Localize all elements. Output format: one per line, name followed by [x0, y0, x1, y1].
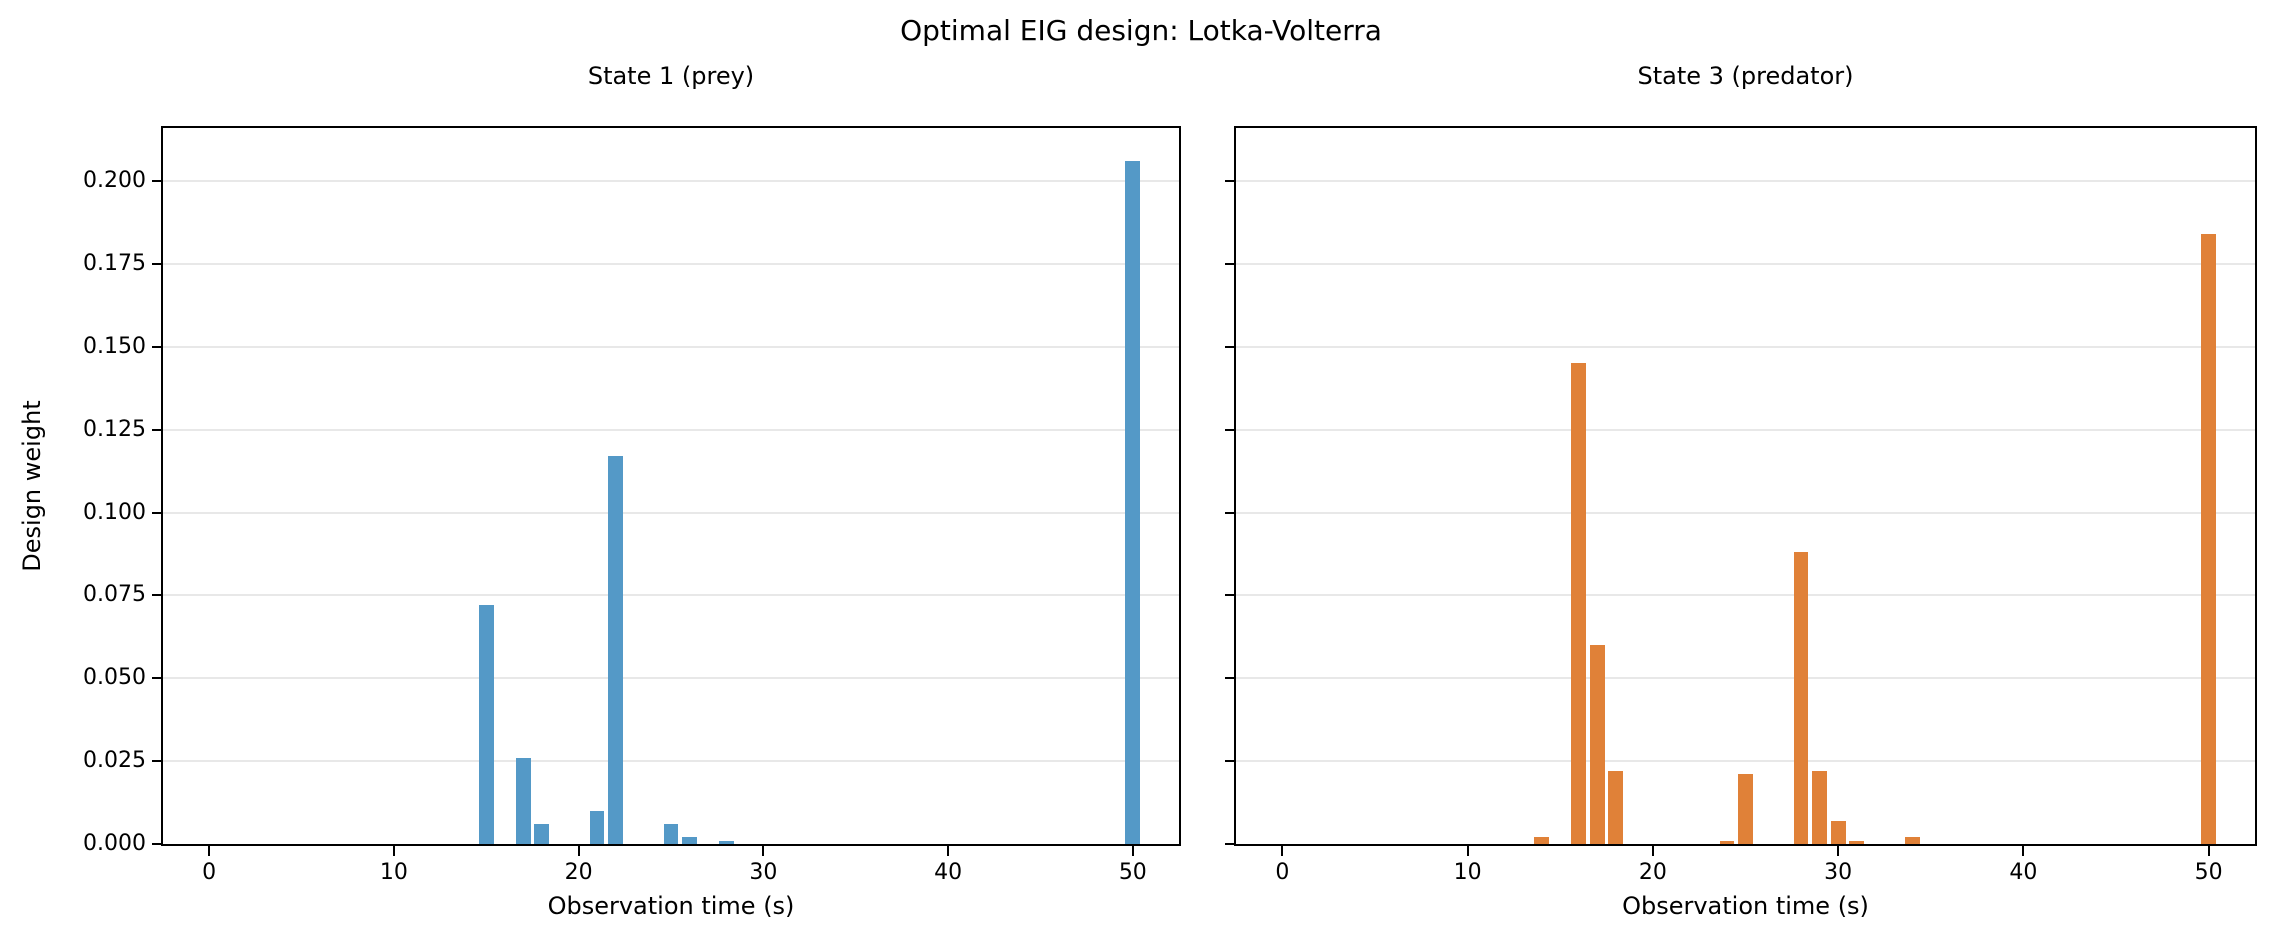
x-tick-label: 0	[202, 860, 217, 885]
gridline-y-0.05	[163, 677, 1179, 680]
gridline-y-0.175	[163, 262, 1179, 265]
bar-x-34	[1904, 837, 1920, 844]
y-tick-label: 0.050	[83, 665, 146, 691]
y-tick-mark	[1225, 594, 1234, 597]
x-tick-label: 20	[564, 860, 593, 885]
y-tick-mark	[152, 511, 161, 514]
gridline-y-0.075	[163, 594, 1179, 597]
bar-x-31	[1849, 840, 1865, 844]
x-tick-mark	[947, 846, 950, 856]
x-tick-label: 0	[1275, 860, 1290, 885]
y-tick-mark	[152, 760, 161, 763]
y-tick-label: 0.000	[83, 831, 146, 856]
y-tick-label: 0.175	[83, 250, 146, 276]
gridline-y-0.175	[1236, 262, 2255, 265]
bar-x-24	[1719, 840, 1735, 844]
gridline-y-0.025	[163, 760, 1179, 763]
bar-x-28	[1793, 552, 1809, 844]
gridline-y-0.025	[1236, 760, 2255, 763]
x-tick-mark	[1837, 846, 1840, 856]
x-tick-label: 40	[934, 860, 963, 885]
bar-x-18	[534, 824, 550, 844]
bar-x-28	[719, 840, 734, 844]
x-tick-label: 40	[2009, 860, 2038, 885]
y-tick-mark	[152, 262, 161, 265]
y-tick-mark	[152, 345, 161, 348]
x-tick-mark	[392, 846, 395, 856]
y-tick-label: 0.075	[83, 582, 146, 608]
gridline-y-0.075	[1236, 594, 2255, 597]
bar-x-50	[1125, 161, 1141, 844]
bar-x-50	[2201, 234, 2217, 844]
y-tick-mark	[1225, 345, 1234, 348]
subplot-predator-title: State 3 (predator)	[1637, 62, 1854, 90]
y-tick-mark	[152, 428, 161, 431]
bar-x-14	[1534, 837, 1550, 844]
x-tick-mark	[1131, 846, 1134, 856]
y-tick-mark	[1225, 180, 1234, 183]
y-tick-mark	[1225, 428, 1234, 431]
gridline-y-0.2	[163, 180, 1179, 183]
bar-x-30	[1830, 820, 1846, 844]
bar-x-29	[1812, 771, 1827, 844]
bar-x-26	[682, 837, 697, 844]
x-tick-label: 30	[749, 860, 778, 885]
x-tick-mark	[1281, 846, 1284, 856]
bar-x-15	[478, 605, 494, 844]
y-tick-label: 0.125	[83, 416, 146, 442]
y-tick-label: 0.100	[83, 499, 146, 525]
gridline-y-0.2	[1236, 180, 2255, 183]
x-tick-mark	[577, 846, 580, 856]
subplot-prey-title: State 1 (prey)	[587, 62, 755, 90]
y-tick-mark	[1225, 677, 1234, 680]
x-tick-label: 30	[1824, 860, 1853, 885]
gridline-y-0.1	[1236, 511, 2255, 514]
x-tick-mark	[1466, 846, 1469, 856]
x-tick-label: 50	[1118, 860, 1147, 885]
gridline-y-0.1	[163, 511, 1179, 514]
y-tick-label: 0.150	[83, 333, 146, 359]
bar-x-25	[1738, 774, 1753, 844]
y-tick-label: 0.200	[83, 168, 146, 194]
gridline-y-0.05	[1236, 677, 2255, 680]
y-tick-mark	[1225, 760, 1234, 763]
x-tick-label: 10	[379, 860, 408, 885]
x-tick-label: 10	[1453, 860, 1482, 885]
y-tick-mark	[152, 594, 161, 597]
gridline-y-0.15	[163, 345, 1179, 348]
y-tick-label: 0.025	[83, 748, 146, 774]
bar-x-17	[515, 757, 531, 844]
x-tick-mark	[2022, 846, 2025, 856]
subplot-prey-x-axis-label: Observation time (s)	[547, 892, 795, 920]
bar-x-18	[1608, 771, 1624, 844]
x-tick-mark	[2207, 846, 2210, 856]
y-tick-mark	[152, 677, 161, 680]
bar-x-16	[1571, 363, 1587, 844]
y-tick-mark	[1225, 262, 1234, 265]
x-tick-mark	[1651, 846, 1654, 856]
y-tick-mark	[152, 180, 161, 183]
y-axis-label: Design weight	[18, 400, 46, 572]
y-tick-mark	[1225, 843, 1234, 845]
x-tick-label: 50	[2194, 860, 2223, 885]
bar-x-17	[1589, 645, 1605, 844]
y-tick-mark	[1225, 511, 1234, 514]
gridline-y-0.15	[1236, 345, 2255, 348]
subplot-predator-plot-area	[1234, 126, 2257, 846]
bar-x-21	[589, 810, 605, 844]
figure-title: Optimal EIG design: Lotka-Volterra	[900, 14, 1382, 47]
x-tick-mark	[762, 846, 765, 856]
x-tick-label: 20	[1638, 860, 1667, 885]
subplot-prey-plot-area	[161, 126, 1181, 846]
bar-x-25	[663, 824, 679, 844]
gridline-y-0.125	[1236, 428, 2255, 431]
x-tick-mark	[208, 846, 211, 856]
gridline-y-0.125	[163, 428, 1179, 431]
subplot-predator-x-axis-label: Observation time (s)	[1622, 892, 1869, 920]
bar-x-22	[608, 456, 623, 844]
y-tick-mark	[152, 843, 161, 845]
